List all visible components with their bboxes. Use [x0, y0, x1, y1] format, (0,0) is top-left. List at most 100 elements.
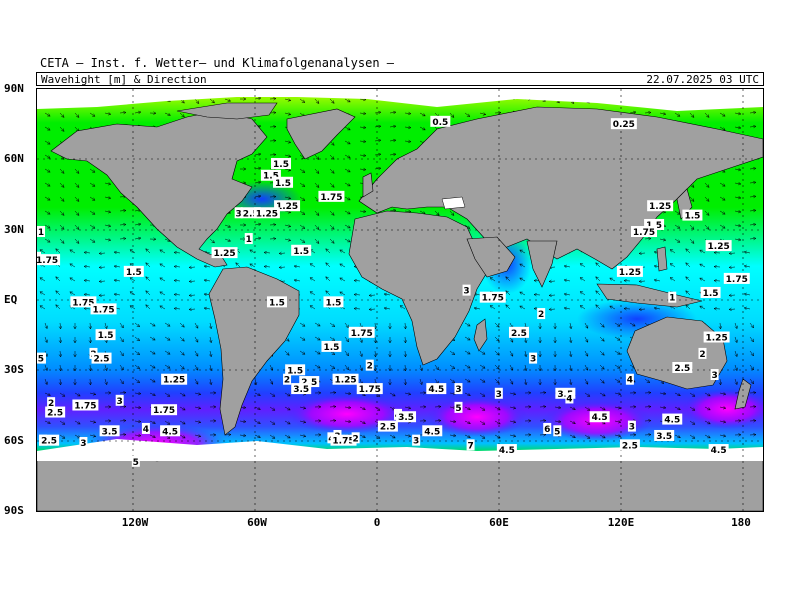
direction-arrow: [734, 125, 742, 130]
wave-height-label: 3: [627, 420, 636, 433]
direction-arrow: [314, 322, 321, 327]
direction-arrow: [254, 166, 262, 171]
direction-arrow: [614, 434, 622, 438]
wave-height-label: 6: [543, 422, 552, 435]
svg-text:4: 4: [566, 394, 572, 404]
direction-arrow: [104, 364, 108, 372]
direction-arrow: [584, 392, 591, 397]
direction-arrow: [129, 277, 136, 282]
direction-arrow: [479, 112, 487, 116]
wave-height-label: 3: [454, 383, 463, 395]
direction-arrow: [659, 391, 667, 396]
direction-arrow: [194, 392, 202, 396]
wave-height-label: 1.25: [647, 200, 674, 212]
direction-arrow: [119, 237, 127, 241]
direction-arrow: [629, 405, 637, 409]
direction-arrow: [159, 249, 166, 254]
direction-arrow: [149, 378, 156, 383]
svg-text:2.5: 2.5: [674, 364, 690, 374]
direction-arrow: [149, 364, 156, 369]
direction-arrow: [389, 124, 397, 129]
svg-text:1.5: 1.5: [269, 298, 285, 308]
direction-arrow: [699, 249, 706, 254]
direction-arrow: [104, 210, 112, 214]
direction-arrow: [704, 406, 711, 411]
direction-arrow: [44, 420, 51, 424]
direction-arrow: [563, 264, 571, 268]
direction-arrow: [74, 168, 80, 174]
direction-arrow: [734, 223, 742, 228]
direction-arrow: [449, 112, 455, 118]
direction-arrow: [584, 336, 589, 343]
direction-arrow: [403, 364, 407, 372]
direction-arrow: [659, 238, 667, 242]
direction-arrow: [749, 124, 757, 129]
direction-arrow: [579, 291, 586, 296]
direction-arrow: [489, 305, 496, 310]
direction-arrow: [584, 434, 591, 439]
direction-arrow: [134, 222, 142, 227]
direction-arrow: [194, 420, 202, 424]
direction-arrow: [383, 306, 391, 311]
wave-height-label: 4.5: [589, 411, 610, 423]
direction-arrow: [329, 224, 335, 230]
svg-text:3: 3: [711, 371, 717, 381]
direction-arrow: [284, 406, 291, 411]
direction-arrow: [164, 392, 171, 397]
direction-arrow: [494, 364, 500, 370]
direction-arrow: [353, 293, 361, 297]
direction-arrow: [269, 223, 277, 227]
direction-arrow: [524, 405, 532, 409]
direction-arrow: [134, 364, 141, 370]
direction-arrow: [479, 434, 486, 439]
direction-arrow: [69, 249, 76, 254]
direction-arrow: [734, 350, 738, 358]
direction-arrow: [89, 168, 96, 173]
direction-arrow: [404, 111, 412, 116]
wave-height-label: 3.5: [396, 411, 417, 423]
direction-arrow: [44, 168, 51, 173]
direction-arrow: [614, 350, 621, 355]
direction-arrow: [83, 306, 91, 311]
direction-arrow: [149, 392, 156, 396]
direction-arrow: [104, 378, 108, 386]
direction-arrow: [359, 420, 366, 424]
direction-arrow: [595, 262, 601, 268]
product-label: Wavehight [m] & Direction: [41, 73, 207, 86]
direction-arrow: [344, 350, 349, 357]
direction-arrow: [83, 264, 91, 269]
direction-arrow: [389, 152, 397, 157]
direction-arrow: [749, 350, 754, 357]
direction-arrow: [249, 249, 256, 254]
direction-arrow: [44, 378, 48, 386]
direction-arrow: [74, 182, 80, 188]
wave-height-label: 1.5: [266, 296, 287, 308]
wave-height-label: 5: [454, 401, 463, 414]
south-america: [208, 266, 300, 436]
direction-arrow: [239, 419, 247, 424]
wave-height-label: 3: [412, 434, 421, 447]
svg-text:1: 1: [38, 228, 44, 238]
svg-text:6: 6: [544, 425, 550, 435]
wave-height-label: 4: [565, 392, 574, 404]
direction-arrow: [389, 392, 396, 397]
direction-arrow: [309, 291, 316, 296]
wave-height-label: 1.75: [37, 352, 46, 365]
wave-height-label: 2: [283, 373, 292, 386]
direction-arrow: [329, 182, 335, 188]
wave-height-label: 1.5: [644, 218, 665, 231]
svg-text:4.5: 4.5: [592, 413, 608, 423]
direction-arrow: [449, 378, 456, 384]
direction-arrow: [299, 420, 307, 424]
direction-arrow: [329, 405, 337, 409]
direction-arrow: [329, 98, 335, 104]
direction-arrow: [359, 434, 366, 438]
direction-arrow: [159, 305, 166, 310]
direction-arrow: [699, 277, 706, 282]
direction-arrow: [373, 336, 377, 344]
direction-arrow: [58, 336, 63, 344]
direction-arrow: [179, 322, 185, 328]
direction-arrow: [263, 250, 271, 255]
direction-arrow: [749, 364, 754, 371]
direction-arrow: [718, 322, 722, 330]
